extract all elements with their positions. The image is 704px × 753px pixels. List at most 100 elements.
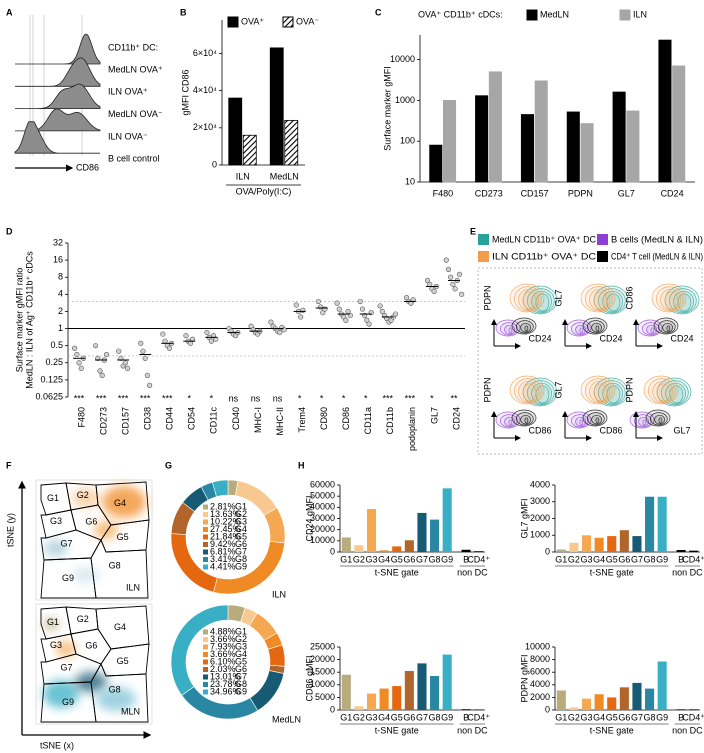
bar (645, 496, 655, 552)
x-tick-label: G6 (618, 554, 630, 564)
y-tick-label: 1 (58, 323, 63, 333)
density (44, 540, 68, 556)
legend-label: B cells (MedLN & ILN) (611, 234, 703, 244)
legend-label: G8 (235, 679, 247, 689)
legend-label: G1 (235, 501, 247, 511)
histogram-label: ILN OVA⁺ (108, 87, 148, 97)
x-tick-label: G4 (378, 554, 390, 564)
group-label: t-SNE gate (375, 725, 419, 735)
bar (430, 675, 440, 710)
x-tick-label: G2 (568, 712, 580, 722)
panel-frame (477, 267, 703, 455)
y-axis-label: PDPN (624, 377, 634, 402)
x-tick-label: CD86 (341, 407, 351, 430)
x-axis-label: CD86 (528, 425, 551, 435)
legend-label: G9 (235, 561, 247, 571)
data-point (443, 257, 449, 263)
x-tick-label: CD4⁺ (682, 712, 704, 722)
data-point (142, 355, 148, 361)
bar (429, 144, 443, 183)
y-tick-label: 4000 (530, 679, 550, 689)
contour (593, 383, 608, 402)
y-axis-label: PDPN gMFI (519, 654, 529, 702)
data-point (97, 368, 103, 374)
data-point (160, 331, 166, 337)
contour (595, 417, 600, 424)
legend-label: G4 (235, 524, 247, 534)
y-tick-label: 0.0625 (35, 391, 63, 401)
y-tick-label: 8 (58, 272, 63, 282)
group-label: t-SNE gate (590, 567, 634, 577)
y-tick-label: 25000 (310, 641, 335, 651)
value-label: 13.63% (210, 509, 241, 519)
data-point (403, 295, 410, 301)
data-point (116, 348, 122, 354)
legend-label: G6 (235, 664, 247, 674)
data-point (445, 266, 452, 272)
legend-swatch (597, 234, 608, 245)
y-axis-label: CD24 gMFI (304, 495, 314, 541)
group-label: non DC (457, 567, 488, 577)
legend-swatch (203, 682, 208, 687)
legend-label: G5 (235, 656, 247, 666)
legend-swatch (597, 251, 608, 262)
group-label: non DC (672, 725, 703, 735)
x-tick-label: G7 (416, 712, 428, 722)
legend-swatch (203, 689, 208, 695)
data-point (424, 277, 431, 284)
bar (404, 670, 414, 710)
x-tick-label: GL7 (618, 188, 635, 198)
x-tick-label: G1 (340, 554, 352, 564)
significance-label: * (210, 393, 214, 403)
legend-label: OVA⁺ (241, 16, 264, 26)
y-tick-label: 32 (53, 237, 63, 247)
legend-label: ILN CD11b⁺ OVA⁺ DC (492, 251, 597, 261)
value-label: 34.96% (210, 686, 241, 696)
histogram-label: ILN OVA⁻ (108, 131, 148, 141)
y-axis-label: CD86 (624, 286, 634, 309)
x-tick-label: CD24 (661, 188, 684, 198)
data-point (268, 319, 274, 325)
legend-swatch (203, 564, 208, 570)
y-tick-label: 5000 (315, 692, 335, 702)
contour (650, 327, 655, 334)
value-label: 3.66% (210, 649, 236, 659)
x-tick-label: G2 (568, 554, 580, 564)
y-axis-label: Surface marker gMFI (382, 66, 392, 151)
data-point (208, 338, 214, 344)
gate-label: G6 (85, 640, 97, 650)
gate-label: G4 (114, 622, 126, 632)
bar (379, 550, 389, 552)
bar (672, 65, 686, 183)
bar (594, 537, 604, 552)
y-tick-label: 2 (58, 306, 63, 316)
data-point (124, 365, 131, 371)
y-tick-label: 2000 (530, 513, 550, 523)
data-point (74, 351, 80, 358)
bar (612, 91, 626, 183)
legend-label: G1 (235, 626, 247, 636)
x-tick-label: G4 (593, 554, 605, 564)
gate (70, 504, 112, 541)
x-tick-label: CD157 (521, 188, 549, 198)
y-tick-label: 20000 (310, 654, 335, 664)
y-tick-label: 10000 (390, 54, 415, 64)
legend-swatch (203, 534, 208, 540)
y-tick-label: 0 (212, 159, 217, 169)
density (102, 486, 146, 518)
y-tick-label: 50000 (310, 491, 335, 501)
donut-label: MedLN (272, 714, 301, 724)
x-tick-label: ILN (236, 171, 250, 181)
bar (417, 512, 427, 552)
x-axis-label: CD86 (599, 425, 622, 435)
legend-swatch (203, 674, 208, 680)
data-point (103, 351, 110, 358)
x-tick-label: CD4⁺ (467, 554, 490, 564)
y-axis-label: CD86 gMFI (304, 655, 314, 701)
y-axis-label: GL7 (553, 381, 563, 398)
x-tick-label: G7 (416, 554, 428, 564)
significance-label: * (364, 393, 368, 403)
density (43, 618, 59, 630)
significance-label: *** (118, 393, 129, 403)
contour (524, 417, 529, 424)
